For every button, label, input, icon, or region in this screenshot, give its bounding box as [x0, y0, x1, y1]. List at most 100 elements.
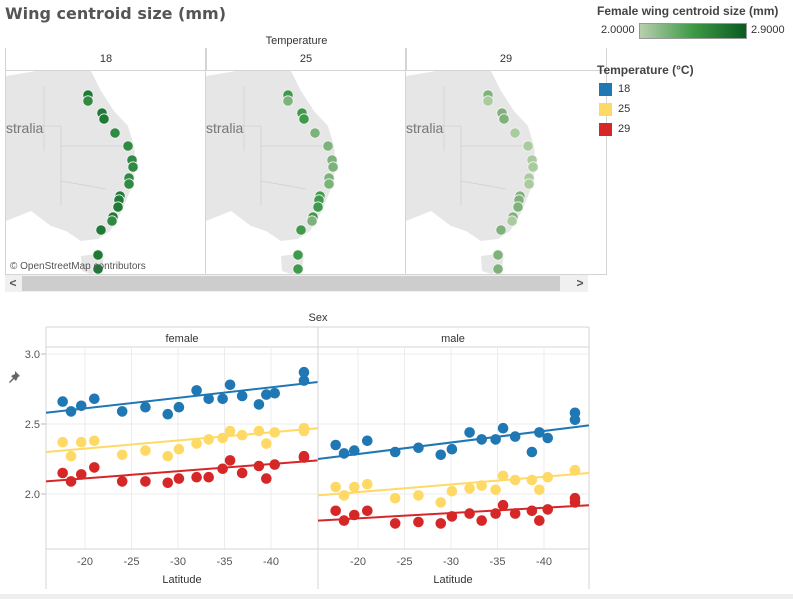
- data-point[interactable]: [362, 478, 373, 490]
- map-site-marker[interactable]: [495, 224, 507, 236]
- data-point[interactable]: [389, 492, 401, 504]
- map-panel-18[interactable]: 18 stralia © OpenStreetMap contributors: [5, 48, 207, 275]
- data-point[interactable]: [261, 438, 272, 449]
- data-point[interactable]: [191, 385, 202, 396]
- data-point[interactable]: [435, 518, 447, 529]
- data-point[interactable]: [65, 406, 77, 417]
- data-point[interactable]: [253, 460, 265, 472]
- scrollbar-thumb[interactable]: [22, 276, 560, 291]
- legend-item-29[interactable]: 29: [599, 122, 630, 136]
- data-point[interactable]: [236, 467, 248, 479]
- map-canvas[interactable]: stralia: [6, 71, 206, 274]
- data-point[interactable]: [217, 393, 228, 405]
- data-point[interactable]: [446, 485, 458, 497]
- map-site-marker[interactable]: [123, 178, 135, 190]
- horizontal-scrollbar[interactable]: < >: [5, 275, 588, 292]
- data-point[interactable]: [269, 387, 281, 399]
- data-point[interactable]: [65, 476, 77, 487]
- data-point[interactable]: [330, 439, 341, 451]
- map-site-marker[interactable]: [323, 178, 335, 190]
- data-point[interactable]: [269, 459, 281, 470]
- data-point[interactable]: [162, 477, 174, 489]
- data-point[interactable]: [75, 400, 87, 412]
- map-panel-25[interactable]: 25 stralia: [205, 48, 407, 275]
- data-point[interactable]: [389, 518, 401, 529]
- map-site-marker[interactable]: [527, 161, 539, 173]
- data-point[interactable]: [542, 504, 554, 515]
- map-site-marker[interactable]: [106, 215, 118, 227]
- data-point[interactable]: [57, 436, 68, 448]
- data-point[interactable]: [57, 396, 68, 407]
- data-point[interactable]: [203, 434, 214, 445]
- data-point[interactable]: [476, 515, 487, 526]
- data-point[interactable]: [116, 476, 128, 487]
- data-point[interactable]: [269, 427, 281, 438]
- data-point[interactable]: [435, 449, 447, 461]
- data-point[interactable]: [89, 435, 100, 447]
- map-canvas[interactable]: stralia: [206, 71, 406, 274]
- map-site-marker[interactable]: [112, 201, 124, 213]
- legend-item-18[interactable]: 18: [599, 82, 630, 96]
- data-point[interactable]: [203, 393, 214, 405]
- map-site-marker[interactable]: [282, 95, 294, 107]
- data-point[interactable]: [509, 508, 521, 519]
- data-point[interactable]: [217, 463, 228, 475]
- data-point[interactable]: [490, 508, 501, 519]
- map-site-marker[interactable]: [309, 127, 321, 139]
- data-point[interactable]: [338, 490, 350, 501]
- map-site-marker[interactable]: [498, 113, 510, 125]
- data-point[interactable]: [261, 473, 272, 484]
- data-point[interactable]: [140, 445, 151, 456]
- data-point[interactable]: [435, 497, 447, 508]
- data-point[interactable]: [191, 438, 202, 449]
- data-point[interactable]: [298, 450, 310, 462]
- map-site-marker[interactable]: [509, 127, 521, 139]
- map-canvas[interactable]: stralia: [406, 71, 606, 274]
- data-point[interactable]: [173, 473, 185, 484]
- data-point[interactable]: [236, 390, 248, 402]
- data-point[interactable]: [203, 471, 214, 483]
- data-point[interactable]: [534, 427, 545, 438]
- scroll-right-icon[interactable]: >: [576, 276, 584, 290]
- data-point[interactable]: [116, 406, 128, 417]
- data-point[interactable]: [413, 516, 424, 528]
- map-site-marker[interactable]: [92, 249, 104, 261]
- data-point[interactable]: [534, 515, 545, 526]
- data-point[interactable]: [569, 407, 581, 419]
- data-point[interactable]: [509, 431, 521, 442]
- data-point[interactable]: [173, 401, 185, 413]
- data-point[interactable]: [348, 509, 360, 521]
- data-point[interactable]: [542, 432, 554, 444]
- data-point[interactable]: [569, 497, 581, 508]
- data-point[interactable]: [330, 481, 341, 493]
- map-site-marker[interactable]: [306, 215, 318, 227]
- data-point[interactable]: [298, 366, 310, 378]
- map-site-marker[interactable]: [492, 249, 504, 261]
- data-point[interactable]: [362, 505, 373, 517]
- data-point[interactable]: [140, 476, 151, 487]
- data-point[interactable]: [348, 445, 360, 456]
- scroll-left-icon[interactable]: <: [9, 276, 17, 290]
- data-point[interactable]: [338, 448, 350, 459]
- data-point[interactable]: [330, 505, 341, 517]
- map-site-marker[interactable]: [292, 249, 304, 261]
- data-point[interactable]: [236, 429, 248, 441]
- data-point[interactable]: [497, 499, 509, 511]
- data-point[interactable]: [526, 474, 538, 486]
- data-point[interactable]: [65, 450, 77, 462]
- map-site-marker[interactable]: [482, 95, 494, 107]
- data-point[interactable]: [362, 435, 373, 447]
- map-site-marker[interactable]: [492, 263, 504, 274]
- map-site-marker[interactable]: [523, 178, 535, 190]
- map-site-marker[interactable]: [506, 215, 518, 227]
- map-site-marker[interactable]: [95, 224, 107, 236]
- map-site-marker[interactable]: [295, 224, 307, 236]
- map-panel-29[interactable]: 29 stralia: [405, 48, 607, 275]
- map-site-marker[interactable]: [82, 95, 94, 107]
- legend-item-25[interactable]: 25: [599, 102, 630, 116]
- map-site-marker[interactable]: [322, 140, 334, 152]
- data-point[interactable]: [526, 446, 538, 458]
- map-site-marker[interactable]: [512, 201, 524, 213]
- data-point[interactable]: [569, 464, 581, 476]
- data-point[interactable]: [389, 446, 401, 458]
